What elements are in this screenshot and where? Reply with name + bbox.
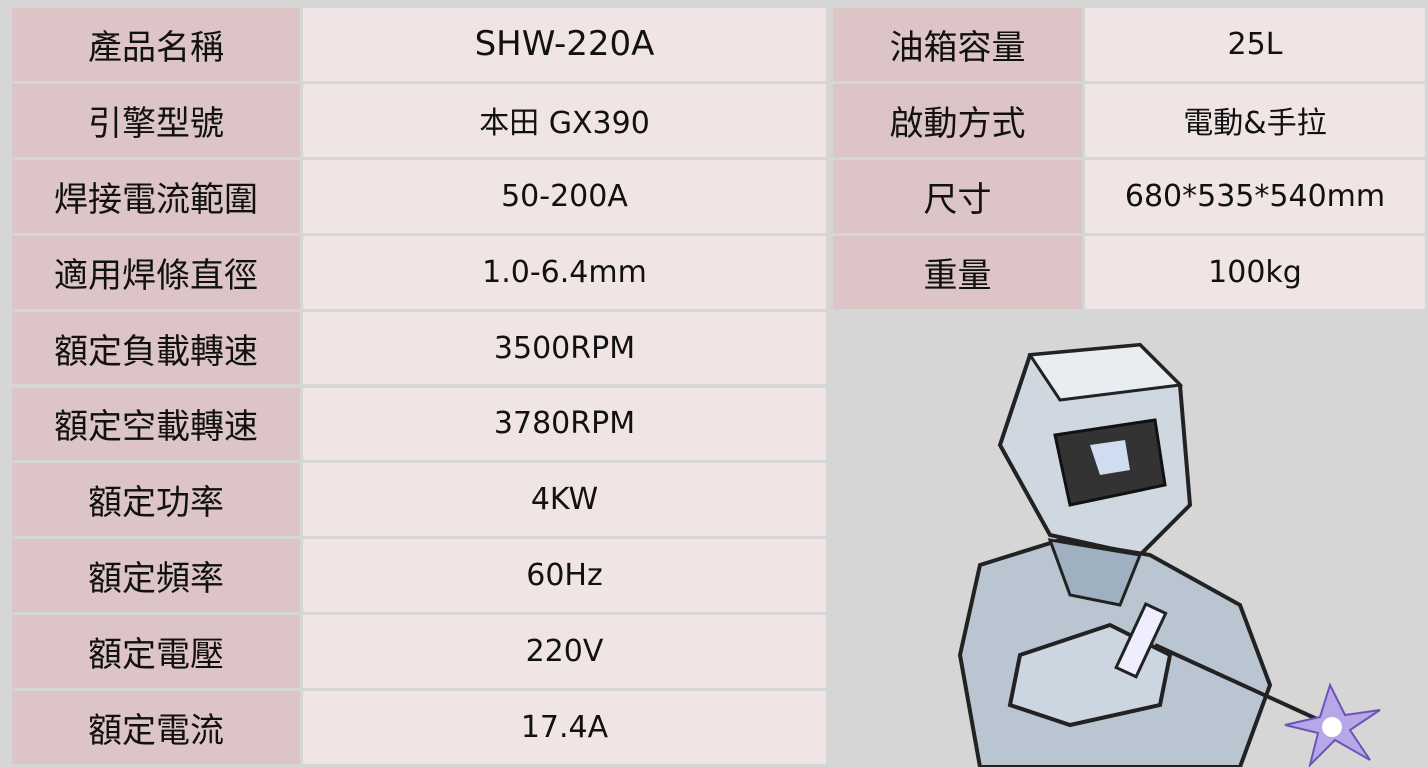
spec-label: 重量 bbox=[833, 235, 1082, 309]
spec-value: 本田 GX390 bbox=[303, 83, 826, 157]
spec-label: 啟動方式 bbox=[833, 83, 1082, 157]
spec-value: 100kg bbox=[1085, 235, 1425, 309]
spec-value: 60Hz bbox=[303, 539, 826, 613]
spec-label: 額定電流 bbox=[12, 691, 300, 764]
spec-value: 電動&手拉 bbox=[1085, 83, 1425, 157]
spec-value: 17.4A bbox=[303, 691, 826, 764]
spec-label: 額定功率 bbox=[12, 463, 300, 537]
spec-label: 額定頻率 bbox=[12, 539, 300, 613]
spec-value: 25L bbox=[1085, 8, 1425, 81]
welder-illustration bbox=[957, 342, 1381, 767]
spec-value: 3500RPM bbox=[303, 311, 826, 385]
spec-value: SHW-220A bbox=[303, 8, 826, 81]
spec-value: 1.0-6.4mm bbox=[303, 235, 826, 309]
spec-label: 額定負載轉速 bbox=[12, 311, 300, 385]
spec-value: 4KW bbox=[303, 463, 826, 537]
spec-value: 3780RPM bbox=[303, 387, 826, 461]
spec-label: 引擎型號 bbox=[12, 83, 300, 157]
spec-label: 額定電壓 bbox=[12, 615, 300, 689]
spec-label: 油箱容量 bbox=[833, 8, 1082, 81]
spec-label: 額定空載轉速 bbox=[12, 387, 300, 461]
spec-value: 220V bbox=[303, 615, 826, 689]
spec-label: 焊接電流範圍 bbox=[12, 159, 300, 233]
spec-label: 產品名稱 bbox=[12, 8, 300, 81]
spec-value: 50-200A bbox=[303, 159, 826, 233]
spec-label: 適用焊條直徑 bbox=[12, 235, 300, 309]
spec-value: 680*535*540mm bbox=[1085, 159, 1425, 233]
spec-label: 尺寸 bbox=[833, 159, 1082, 233]
